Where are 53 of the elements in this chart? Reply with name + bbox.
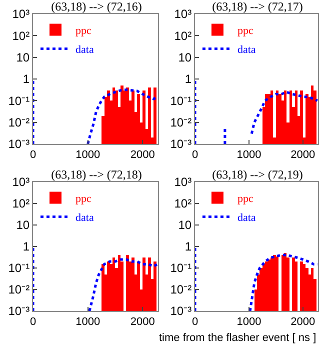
x-tick-label: 2000 [290, 316, 316, 328]
y-tick-label: 1 [22, 72, 30, 86]
legend-label: data [76, 212, 94, 224]
y-tick-label: 10² [174, 28, 192, 43]
y-tick-label: 10⁻² [170, 116, 192, 130]
legend-label: data [76, 44, 94, 56]
y-tick-label: 10⁻¹ [8, 94, 30, 108]
y-tick-label: 1 [184, 72, 192, 86]
x-tick-label: 2000 [130, 316, 155, 328]
legend-label: ppc [237, 25, 254, 38]
y-tick-label: 10⁻³ [8, 304, 30, 318]
y-tick-label: 1 [22, 240, 30, 254]
chart-title: (63,18) --> (72,16) [51, 0, 142, 14]
x-tick-label: 0 [192, 149, 198, 162]
y-tick-label: 10 [178, 50, 192, 65]
x-tick-label: 1000 [76, 316, 100, 328]
x-tick-label: 0 [30, 316, 36, 328]
y-tick-label: 10 [16, 218, 30, 232]
chart-title: (63,18) --> (72,17) [212, 0, 303, 14]
x-tick-label: 1000 [76, 149, 100, 162]
y-tick-label: 10⁻² [170, 282, 192, 297]
legend-label: ppc [237, 193, 254, 206]
legend-label: ppc [76, 193, 92, 206]
y-tick-label: 10⁻³ [8, 137, 30, 152]
x-tick-label: 2000 [290, 149, 316, 162]
y-tick-label: 10⁻¹ [170, 94, 192, 108]
y-tick-label: 10⁻¹ [8, 261, 30, 276]
x-tick-label: 0 [192, 316, 198, 328]
y-tick-label: 1 [184, 240, 192, 254]
y-tick-label: 10³ [174, 175, 192, 190]
x-tick-label: 1000 [236, 316, 262, 328]
y-tick-label: 10⁻³ [170, 304, 192, 318]
y-tick-label: 10³ [12, 7, 30, 22]
x-tick-label: 2000 [130, 149, 155, 162]
y-tick-label: 10 [178, 218, 192, 232]
x-tick-label: 1000 [236, 149, 262, 162]
x-axis-title: time from the flasher event [ ns ] [159, 332, 316, 344]
y-tick-label: 10⁻³ [170, 137, 192, 152]
y-tick-label: 10² [12, 28, 30, 43]
y-tick-label: 10² [174, 196, 192, 211]
chart-title: (63,18) --> (72,19) [212, 167, 303, 182]
chart-title: (63,18) --> (72,18) [51, 167, 142, 182]
y-tick-label: 10³ [12, 175, 30, 190]
y-tick-label: 10⁻¹ [170, 261, 192, 276]
y-tick-label: 10³ [174, 7, 192, 22]
y-tick-label: 10² [12, 196, 30, 211]
y-tick-label: 10⁻² [8, 116, 30, 130]
legend-label: data [237, 44, 256, 56]
x-tick-label: 0 [30, 149, 36, 162]
legend-label: data [237, 212, 256, 224]
y-tick-label: 10 [16, 50, 30, 65]
y-tick-label: 10⁻² [8, 282, 30, 297]
legend-label: ppc [76, 25, 92, 38]
